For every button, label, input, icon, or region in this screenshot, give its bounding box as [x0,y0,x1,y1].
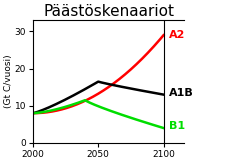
Text: A1B: A1B [169,88,193,98]
Text: A2: A2 [169,30,185,40]
Text: B1: B1 [169,121,185,131]
Title: Päästöskenaariot: Päästöskenaariot [43,4,174,19]
Y-axis label: (Gt C/vuosi): (Gt C/vuosi) [4,55,13,108]
